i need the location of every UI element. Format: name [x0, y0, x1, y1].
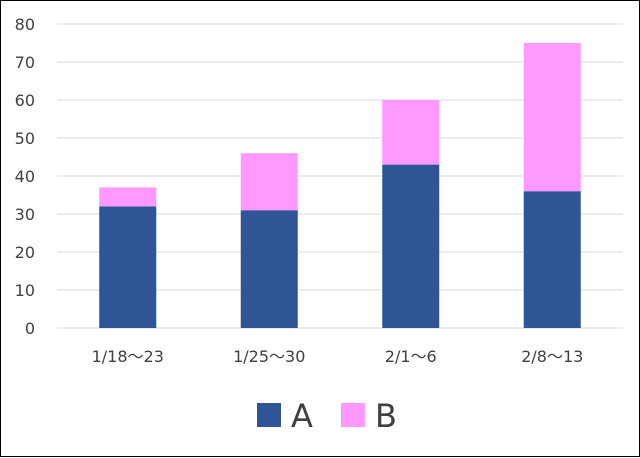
y-tick-label-70: 70 [15, 53, 35, 72]
bar-a-1 [240, 210, 298, 328]
legend-swatch-b [341, 403, 365, 427]
y-tick-label-20: 20 [15, 243, 35, 262]
legend-swatch-a [257, 403, 281, 427]
x-tick-label-2: 2/1～6 [385, 347, 437, 366]
legend-label-b: B [375, 397, 397, 435]
y-axis-tick-labels: 0 10 20 30 40 50 60 70 80 [15, 15, 35, 338]
x-tick-label-1: 1/25～30 [233, 347, 305, 366]
x-tick-label-3: 2/8～13 [521, 347, 583, 366]
bar-a-3 [523, 191, 581, 328]
bar-b-0 [99, 187, 157, 207]
y-tick-label-10: 10 [15, 281, 35, 300]
y-tick-label-30: 30 [15, 205, 35, 224]
bar-b-3 [523, 43, 581, 192]
x-axis-tick-labels: 1/18～23 1/25～30 2/1～6 2/8～13 [92, 347, 584, 366]
bar-b-2 [382, 100, 440, 165]
y-tick-label-80: 80 [15, 15, 35, 34]
y-tick-label-60: 60 [15, 91, 35, 110]
y-tick-label-0: 0 [25, 319, 35, 338]
x-tick-label-0: 1/18～23 [92, 347, 164, 366]
bar-b-1 [240, 153, 298, 211]
bars [99, 43, 581, 328]
bar-a-0 [99, 206, 157, 328]
y-tick-label-40: 40 [15, 167, 35, 186]
bar-a-2 [382, 164, 440, 328]
y-tick-label-50: 50 [15, 129, 35, 148]
legend-label-a: A [291, 397, 313, 435]
